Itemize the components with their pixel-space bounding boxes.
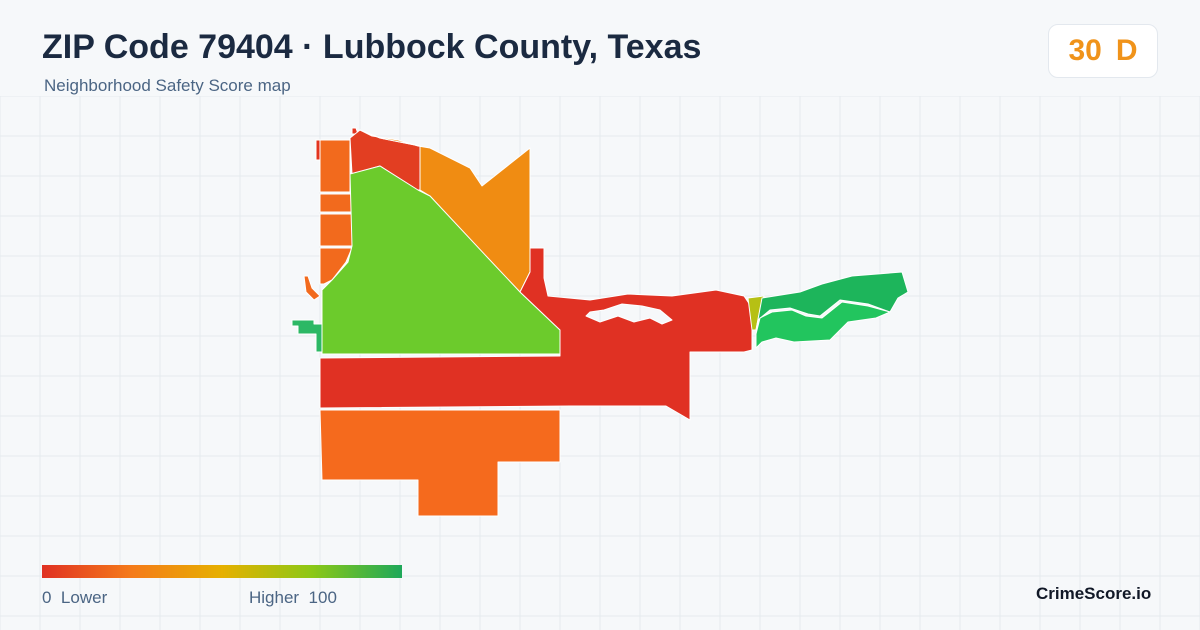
map-region-west-green-fragment[interactable]	[291, 319, 323, 353]
legend-low-label: 0 Lower	[42, 588, 107, 608]
map-region-northeast-orange[interactable]	[359, 129, 531, 293]
page-subtitle: Neighborhood Safety Score map	[44, 76, 291, 95]
brand-logo-text: CrimeScore.io	[1036, 584, 1152, 603]
legend-low-value: 0	[42, 588, 52, 607]
score-grade: D	[1115, 34, 1138, 67]
score-value: 30	[1068, 34, 1102, 67]
legend-gradient-bar	[42, 565, 402, 578]
page-title: ZIP Code 79404 · Lubbock County, Texas	[42, 28, 702, 66]
map-region-central-red-band[interactable]	[319, 247, 753, 421]
map-region-east-light-green[interactable]	[755, 301, 891, 349]
map-region-south-orange[interactable]	[319, 409, 561, 517]
map-region-east-green[interactable]	[755, 271, 909, 331]
legend-high-value: 100	[308, 588, 337, 607]
legend-high-text: Higher	[249, 588, 300, 607]
legend-low-text: Lower	[60, 588, 108, 607]
legend-high-label: Higher 100	[249, 588, 337, 608]
safety-score-badge: 30 D	[1048, 24, 1158, 78]
